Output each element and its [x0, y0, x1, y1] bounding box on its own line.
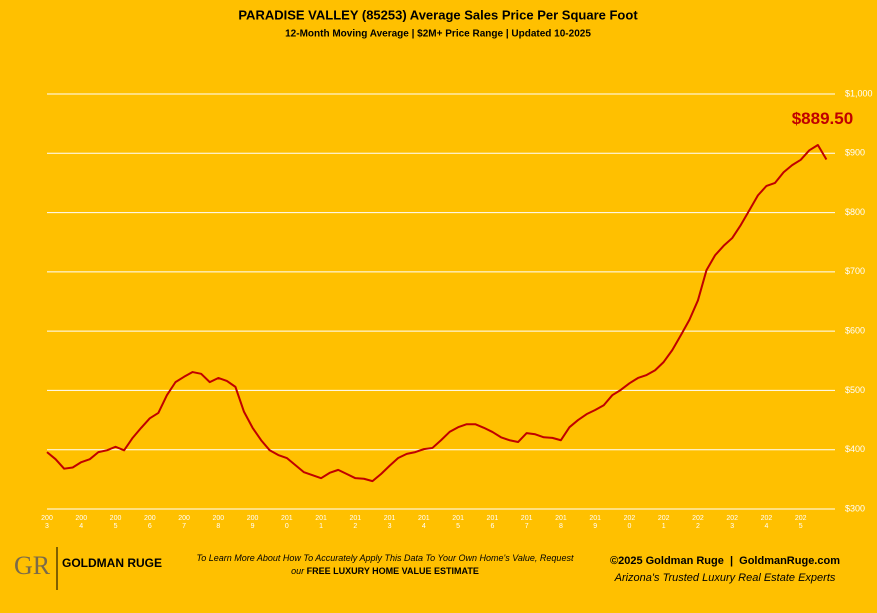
x-tick-label: 2025 — [794, 515, 807, 530]
x-tick-label: 2009 — [246, 515, 259, 530]
x-tick-label: 2023 — [726, 515, 739, 530]
x-tick-label: 2015 — [452, 515, 464, 530]
y-tick-label: $600 — [845, 326, 865, 336]
chart-title: PARADISE VALLEY (85253) Average Sales Pr… — [238, 7, 638, 22]
x-tick-label: 2010 — [280, 515, 293, 530]
x-tick-label: 2019 — [589, 515, 602, 530]
x-tick-label: 2017 — [520, 515, 533, 530]
x-tick-label: 2004 — [75, 515, 88, 530]
logo-text: GOLDMAN RUGE — [62, 556, 162, 570]
tagline: Arizona's Trusted Luxury Real Estate Exp… — [614, 572, 836, 584]
x-tick-label: 2020 — [623, 515, 636, 530]
y-tick-label: $900 — [845, 148, 865, 158]
y-tick-label: $700 — [845, 266, 865, 276]
x-tick-label: 2016 — [486, 515, 499, 530]
cta-text: To Learn More About How To Accurately Ap… — [196, 553, 574, 576]
x-tick-label: 2005 — [109, 515, 122, 530]
x-tick-label: 2012 — [349, 515, 362, 530]
y-tick-label: $1,000 — [845, 88, 873, 98]
x-tick-label: 2006 — [143, 515, 156, 530]
x-tick-label: 2013 — [383, 515, 396, 530]
chart-subtitle: 12-Month Moving Average | $2M+ Price Ran… — [285, 29, 591, 40]
x-tick-label: 2024 — [760, 515, 773, 530]
price-line — [46, 143, 828, 483]
x-tick-label: 2018 — [555, 515, 567, 530]
copyright: ©2025 Goldman Ruge | GoldmanRuge.com — [609, 555, 840, 567]
cta: To Learn More About How To Accurately Ap… — [195, 552, 575, 578]
y-tick-label: $400 — [845, 444, 865, 454]
x-tick-label: 2014 — [418, 515, 430, 530]
x-tick-label: 2008 — [212, 515, 225, 530]
logo-mark: GR — [14, 551, 51, 580]
y-tick-label: $800 — [845, 207, 865, 217]
x-tick-label: 2003 — [41, 515, 53, 530]
x-tick-label: 2022 — [692, 515, 704, 530]
x-tick-label: 2007 — [178, 515, 190, 530]
cta-link[interactable]: FREE LUXURY HOME VALUE ESTIMATE — [306, 566, 479, 576]
y-tick-label: $300 — [845, 503, 865, 513]
x-tick-label: 2011 — [315, 515, 327, 530]
x-tick-label: 2021 — [657, 515, 670, 530]
y-tick-label: $500 — [845, 385, 865, 395]
annotation: $889.50 — [792, 109, 853, 128]
